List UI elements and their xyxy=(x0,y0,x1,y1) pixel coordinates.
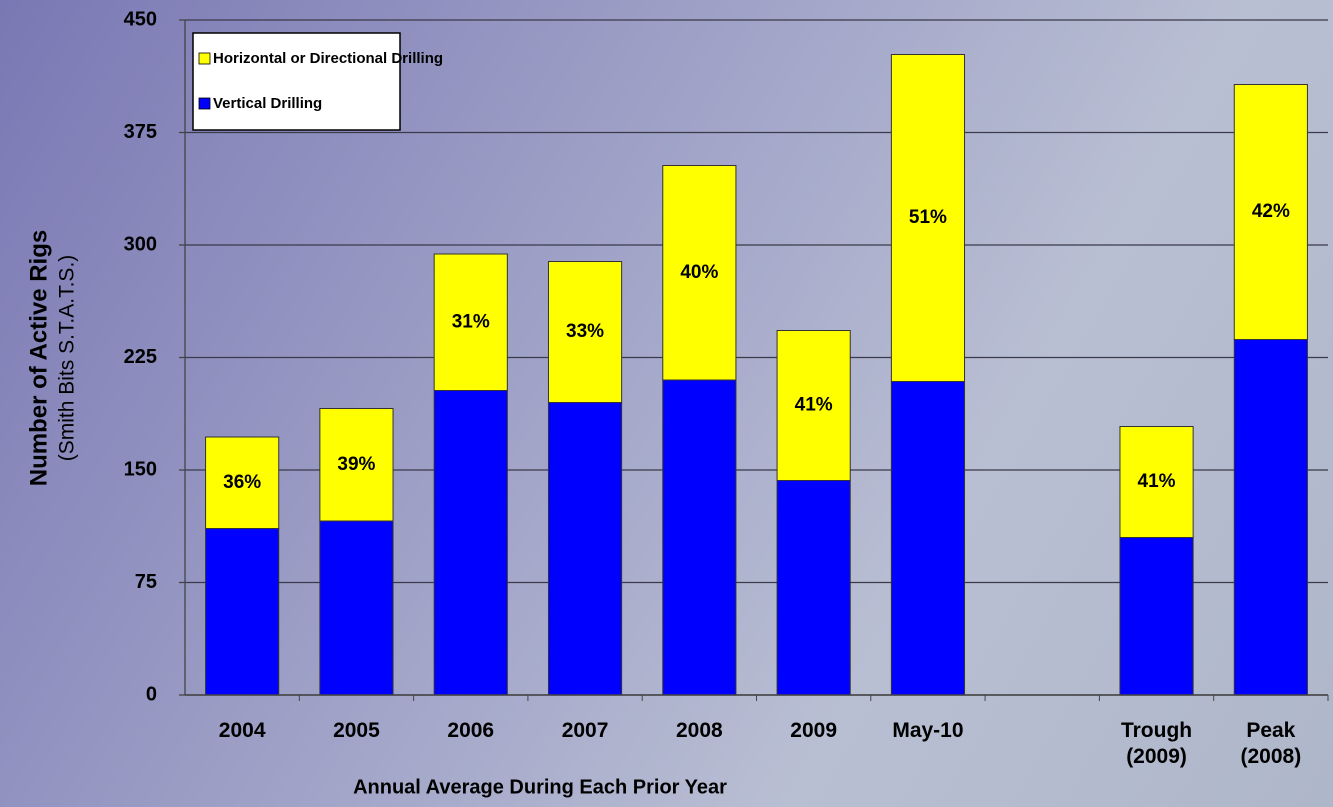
bar-segment xyxy=(547,261,623,403)
x-axis-label: Annual Average During Each Prior Year xyxy=(353,776,727,798)
bar-segment xyxy=(205,436,280,529)
x-tick-label: 2007 xyxy=(561,719,609,742)
bar-segment xyxy=(890,381,966,696)
share-label: 31% xyxy=(452,311,490,332)
x-tick-label: 2009 xyxy=(790,719,837,742)
legend-swatch xyxy=(198,97,211,110)
legend-label: Vertical Drilling xyxy=(213,95,322,112)
x-tick-label: May-10 xyxy=(892,719,964,742)
bar-segment xyxy=(662,379,737,696)
share-label: 42% xyxy=(1252,201,1290,222)
share-label: 40% xyxy=(680,262,718,283)
bar-segment xyxy=(205,528,280,696)
legend-swatch xyxy=(198,52,211,65)
legend-box xyxy=(192,32,401,131)
bar-segment xyxy=(1119,426,1194,538)
share-label: 36% xyxy=(223,472,261,493)
bar-segment xyxy=(776,480,851,696)
share-label: 39% xyxy=(337,454,375,475)
share-label: 33% xyxy=(566,321,604,342)
share-label: 51% xyxy=(909,207,947,228)
y-tick-label: 300 xyxy=(124,233,157,255)
bar-segment xyxy=(433,253,508,391)
legend: Horizontal or Directional Drilling Vertic… xyxy=(192,32,443,131)
y-tick-label: 450 xyxy=(124,8,157,30)
x-tick-label: Peak (2008) xyxy=(1240,719,1302,768)
legend-label: Horizontal or Directional Drilling xyxy=(213,50,443,67)
x-tick-label: 2005 xyxy=(333,719,380,742)
share-label: 41% xyxy=(1138,471,1176,492)
y-tick-label: 150 xyxy=(124,458,157,480)
y-tick-label: 0 xyxy=(146,683,157,705)
x-tick-label: Trough (2009) xyxy=(1120,719,1193,768)
bar-segment xyxy=(776,330,851,481)
bar-segment xyxy=(662,165,737,381)
bar-segment xyxy=(319,408,394,522)
bar-segment xyxy=(319,520,394,696)
y-axis-label: Number of Active Rigs xyxy=(25,230,52,487)
bar-segment xyxy=(547,402,623,696)
x-tick-label: 2008 xyxy=(675,719,723,742)
share-label: 41% xyxy=(795,395,833,416)
y-axis-sublabel: (Smith Bits S.T.A.T.S.) xyxy=(56,255,79,462)
y-tick-label: 375 xyxy=(124,121,157,143)
bar-segment xyxy=(1233,84,1308,340)
x-tick-label: 2006 xyxy=(447,719,495,742)
bar-segment xyxy=(1233,339,1308,696)
y-tick-label: 75 xyxy=(135,571,157,593)
x-tick-label: 2004 xyxy=(218,719,266,742)
y-tick-label: 225 xyxy=(124,346,157,368)
bar-segment xyxy=(890,54,966,382)
bar-segment xyxy=(1119,537,1194,696)
bar-segment xyxy=(433,390,508,696)
